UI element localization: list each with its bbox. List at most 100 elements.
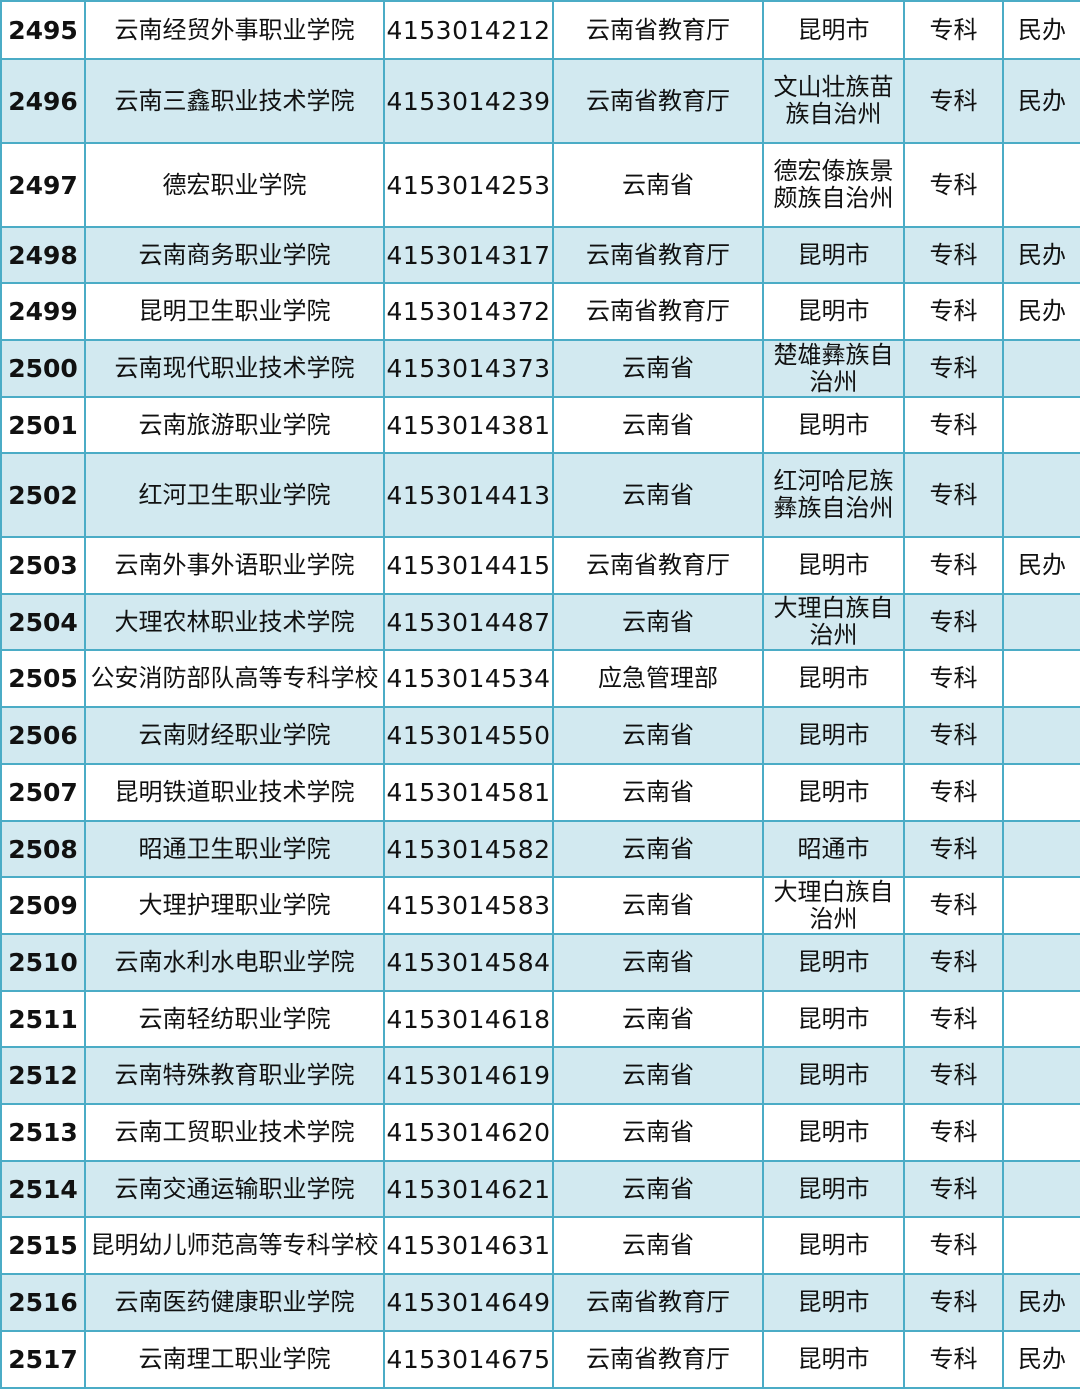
school-code-cell: 4153014621 [383, 1160, 554, 1218]
school-code-cell: 4153014649 [383, 1273, 554, 1332]
education-level-cell: 专科 [903, 339, 1004, 398]
school-name-cell: 云南旅游职业学院 [84, 396, 385, 454]
row-number-cell: 2505 [0, 649, 86, 708]
school-name-cell: 云南经贸外事职业学院 [84, 0, 385, 60]
remark-cell [1002, 1046, 1080, 1105]
authority-cell: 云南省 [552, 593, 764, 651]
table-row: 2514 云南交通运输职业学院 4153014621 云南省 昆明市 专科 [0, 1160, 1080, 1218]
table-row: 2512 云南特殊教育职业学院 4153014619 云南省 昆明市 专科 [0, 1046, 1080, 1105]
school-code-cell: 4153014583 [383, 876, 554, 935]
location-cell: 昆明市 [762, 1046, 905, 1105]
remark-cell: 民办 [1002, 58, 1080, 144]
school-code-cell: 4153014413 [383, 452, 554, 538]
table-row: 2498 云南商务职业学院 4153014317 云南省教育厅 昆明市 专科 民办 [0, 226, 1080, 284]
school-name-cell: 云南外事外语职业学院 [84, 536, 385, 595]
school-name-cell: 云南财经职业学院 [84, 706, 385, 765]
row-number-cell: 2503 [0, 536, 86, 595]
authority-cell: 云南省 [552, 339, 764, 398]
authority-cell: 云南省教育厅 [552, 1273, 764, 1332]
table-row: 2496 云南三鑫职业技术学院 4153014239 云南省教育厅 文山壮族苗族自治州专… [0, 58, 1080, 144]
remark-cell [1002, 763, 1080, 822]
education-level-cell: 专科 [903, 0, 1004, 60]
remark-cell: 民办 [1002, 536, 1080, 595]
remark-cell: 民办 [1002, 0, 1080, 60]
school-code-cell: 4153014618 [383, 990, 554, 1048]
location-cell: 昆明市 [762, 990, 905, 1048]
education-level-cell: 专科 [903, 142, 1004, 228]
school-name-cell: 云南工贸职业技术学院 [84, 1103, 385, 1162]
education-level-cell: 专科 [903, 1330, 1004, 1389]
location-cell: 昆明市 [762, 536, 905, 595]
school-name-cell: 云南商务职业学院 [84, 226, 385, 284]
table-row: 2507 昆明铁道职业技术学院 4153014581 云南省 昆明市 专科 [0, 763, 1080, 822]
remark-cell [1002, 1160, 1080, 1218]
row-number-cell: 2495 [0, 0, 86, 60]
remark-cell [1002, 1216, 1080, 1275]
table-row: 2502 红河卫生职业学院 4153014413 云南省 红河哈尼族彝族自治州 专科 [0, 452, 1080, 538]
location-cell: 昆明市 [762, 706, 905, 765]
education-level-cell: 专科 [903, 593, 1004, 651]
remark-cell [1002, 452, 1080, 538]
remark-cell: 民办 [1002, 282, 1080, 341]
row-number-cell: 2501 [0, 396, 86, 454]
location-cell: 昆明市 [762, 282, 905, 341]
location-cell: 大理白族自治州 [762, 876, 905, 935]
authority-cell: 云南省教育厅 [552, 1330, 764, 1389]
school-code-cell: 4153014487 [383, 593, 554, 651]
table-row: 2495 云南经贸外事职业学院 4153014212 云南省教育厅 昆明市 专科 民办 [0, 0, 1080, 60]
authority-cell: 云南省 [552, 1103, 764, 1162]
row-number-cell: 2500 [0, 339, 86, 398]
education-level-cell: 专科 [903, 876, 1004, 935]
location-cell: 昆明市 [762, 396, 905, 454]
table-row: 2517 云南理工职业学院 4153014675 云南省教育厅 昆明市 专科 民办 [0, 1330, 1080, 1389]
location-cell: 大理白族自治州 [762, 593, 905, 651]
table-row: 2516 云南医药健康职业学院 4153014649 云南省教育厅 昆明市 专科 民办 [0, 1273, 1080, 1332]
education-level-cell: 专科 [903, 820, 1004, 878]
row-number-cell: 2516 [0, 1273, 86, 1332]
school-code-cell: 4153014253 [383, 142, 554, 228]
row-number-cell: 2497 [0, 142, 86, 228]
remark-cell [1002, 593, 1080, 651]
location-cell: 昆明市 [762, 1330, 905, 1389]
location-cell: 昆明市 [762, 763, 905, 822]
row-number-cell: 2514 [0, 1160, 86, 1218]
school-code-cell: 4153014534 [383, 649, 554, 708]
location-cell: 昆明市 [762, 226, 905, 284]
row-number-cell: 2498 [0, 226, 86, 284]
school-name-cell: 云南现代职业技术学院 [84, 339, 385, 398]
location-cell: 昆明市 [762, 1273, 905, 1332]
remark-cell [1002, 396, 1080, 454]
authority-cell: 云南省教育厅 [552, 536, 764, 595]
school-name-cell: 昆明幼儿师范高等专科学校 [84, 1216, 385, 1275]
row-number-cell: 2511 [0, 990, 86, 1048]
location-cell: 昆明市 [762, 649, 905, 708]
authority-cell: 云南省教育厅 [552, 58, 764, 144]
school-name-cell: 红河卫生职业学院 [84, 452, 385, 538]
authority-cell: 云南省 [552, 820, 764, 878]
authority-cell: 应急管理部 [552, 649, 764, 708]
remark-cell [1002, 876, 1080, 935]
education-level-cell: 专科 [903, 706, 1004, 765]
table-row: 2510 云南水利水电职业学院 4153014584 云南省 昆明市 专科 [0, 933, 1080, 992]
education-level-cell: 专科 [903, 933, 1004, 992]
remark-cell [1002, 990, 1080, 1048]
location-cell: 德宏傣族景颇族自治州 [762, 142, 905, 228]
authority-cell: 云南省教育厅 [552, 282, 764, 341]
school-code-cell: 4153014317 [383, 226, 554, 284]
location-cell: 昆明市 [762, 0, 905, 60]
school-name-cell: 公安消防部队高等专科学校 [84, 649, 385, 708]
table-row: 2499 昆明卫生职业学院 4153014372 云南省教育厅 昆明市 专科 民办 [0, 282, 1080, 341]
location-cell: 楚雄彝族自治州 [762, 339, 905, 398]
location-cell: 昆明市 [762, 1103, 905, 1162]
row-number-cell: 2513 [0, 1103, 86, 1162]
school-code-cell: 4153014582 [383, 820, 554, 878]
row-number-cell: 2506 [0, 706, 86, 765]
education-level-cell: 专科 [903, 282, 1004, 341]
school-name-cell: 昭通卫生职业学院 [84, 820, 385, 878]
education-level-cell: 专科 [903, 763, 1004, 822]
school-name-cell: 大理农林职业技术学院 [84, 593, 385, 651]
school-code-cell: 4153014212 [383, 0, 554, 60]
location-cell: 昆明市 [762, 1216, 905, 1275]
authority-cell: 云南省 [552, 1160, 764, 1218]
remark-cell [1002, 339, 1080, 398]
